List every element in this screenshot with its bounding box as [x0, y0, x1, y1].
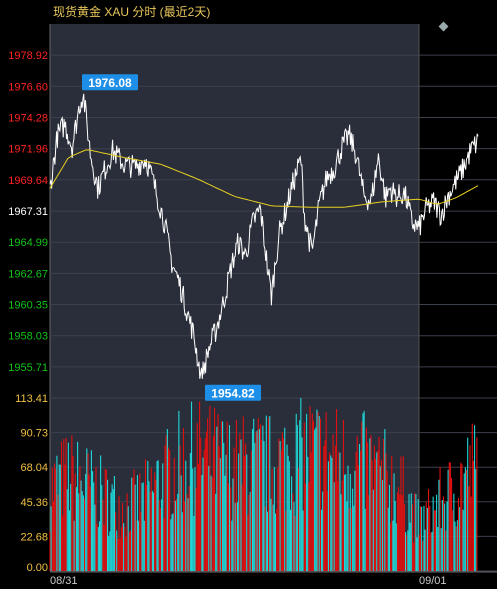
price-tick-label: 1962.67 — [8, 268, 48, 280]
price-tick-label: 1969.64 — [8, 175, 48, 187]
x-label-day2: 09/01 — [419, 575, 447, 587]
price-tick-label: 1964.99 — [8, 237, 48, 249]
volume-tick-label: 0.00 — [27, 562, 48, 574]
volume-tick-label: 90.73 — [20, 428, 48, 440]
chart-title: 现货黄金 XAU 分时 (最近2天) — [53, 5, 211, 19]
low-price-flag-text: 1954.82 — [211, 386, 255, 400]
price-line — [49, 93, 479, 379]
high-price-flag: 1976.08 — [82, 74, 138, 91]
volume-bars — [49, 398, 478, 571]
high-price-flag-box — [82, 74, 138, 91]
price-tick-label: 1955.71 — [8, 362, 48, 374]
low-price-flag-box — [205, 384, 261, 401]
volume-tick-label: 68.04 — [20, 462, 48, 474]
low-price-flag: 1954.82 — [205, 384, 261, 401]
price-tick-label: 1958.03 — [8, 331, 48, 343]
average-line — [49, 149, 479, 208]
price-tick-label: 1978.92 — [8, 50, 48, 62]
x-label-day1: 08/31 — [50, 575, 78, 587]
volume-tick-label: 22.68 — [20, 531, 48, 543]
volume-tick-label: 113.41 — [15, 393, 48, 405]
price-tick-label: 1967.31 — [8, 206, 48, 218]
price-tick-label: 1971.96 — [8, 144, 48, 156]
high-price-flag-text: 1976.08 — [88, 76, 132, 90]
price-tick-label: 1960.35 — [8, 300, 48, 312]
price-tick-label: 1974.28 — [8, 112, 48, 124]
price-tick-label: 1976.60 — [8, 81, 48, 93]
volume-tick-label: 45.36 — [20, 497, 48, 509]
